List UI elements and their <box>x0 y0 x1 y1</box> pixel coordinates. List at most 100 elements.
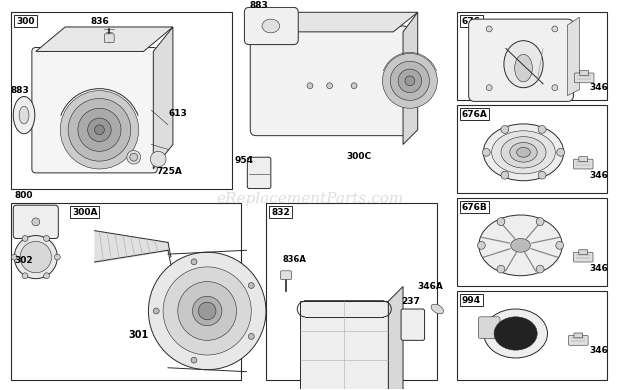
FancyBboxPatch shape <box>569 335 588 345</box>
Circle shape <box>32 218 40 226</box>
Ellipse shape <box>13 96 35 134</box>
FancyBboxPatch shape <box>580 71 588 75</box>
Bar <box>457 199 607 287</box>
Circle shape <box>78 108 121 151</box>
Circle shape <box>20 241 51 273</box>
FancyBboxPatch shape <box>32 48 157 173</box>
Bar <box>460 201 489 213</box>
Bar <box>460 15 483 27</box>
Ellipse shape <box>504 41 543 88</box>
Ellipse shape <box>492 131 556 174</box>
Bar <box>457 12 607 100</box>
FancyBboxPatch shape <box>574 252 593 262</box>
Circle shape <box>95 125 104 135</box>
Text: 346: 346 <box>589 264 608 273</box>
Circle shape <box>477 241 485 249</box>
Circle shape <box>486 85 492 90</box>
Circle shape <box>130 153 138 161</box>
Text: 800: 800 <box>14 191 33 200</box>
Circle shape <box>501 126 509 133</box>
FancyBboxPatch shape <box>579 250 588 255</box>
Circle shape <box>552 85 558 90</box>
Ellipse shape <box>484 309 547 358</box>
Text: 725A: 725A <box>156 167 182 176</box>
FancyBboxPatch shape <box>574 73 594 83</box>
Circle shape <box>482 149 490 156</box>
Text: 676: 676 <box>462 17 480 26</box>
Bar <box>14 15 37 27</box>
Circle shape <box>307 83 313 89</box>
Bar <box>266 203 437 379</box>
Text: 301: 301 <box>128 330 149 340</box>
Circle shape <box>11 254 17 260</box>
Circle shape <box>191 259 197 265</box>
Text: 836: 836 <box>90 17 109 26</box>
Ellipse shape <box>198 302 216 320</box>
Circle shape <box>55 254 60 260</box>
Ellipse shape <box>431 304 443 314</box>
Circle shape <box>191 357 197 363</box>
Text: 300C: 300C <box>347 152 371 161</box>
Circle shape <box>43 273 50 279</box>
Text: 883: 883 <box>249 1 268 10</box>
Circle shape <box>536 218 544 225</box>
Ellipse shape <box>479 215 562 276</box>
Circle shape <box>327 83 332 89</box>
Bar <box>460 294 483 306</box>
Polygon shape <box>388 287 403 390</box>
FancyBboxPatch shape <box>469 19 574 101</box>
Circle shape <box>14 236 57 278</box>
Text: 300A: 300A <box>72 207 97 216</box>
Text: 676B: 676B <box>462 203 487 212</box>
FancyBboxPatch shape <box>250 26 409 136</box>
FancyBboxPatch shape <box>579 157 588 161</box>
Bar <box>11 12 232 188</box>
Circle shape <box>351 83 357 89</box>
Circle shape <box>536 265 544 273</box>
FancyBboxPatch shape <box>247 157 271 188</box>
Text: 346: 346 <box>589 171 608 180</box>
Bar <box>460 108 489 120</box>
Polygon shape <box>256 12 418 32</box>
Circle shape <box>538 126 546 133</box>
Text: 346A: 346A <box>418 282 443 291</box>
Ellipse shape <box>494 317 537 350</box>
Polygon shape <box>403 12 418 144</box>
Circle shape <box>60 90 139 169</box>
Circle shape <box>22 236 28 241</box>
Ellipse shape <box>192 296 222 326</box>
FancyBboxPatch shape <box>104 34 114 43</box>
FancyBboxPatch shape <box>479 317 500 339</box>
Circle shape <box>151 151 166 167</box>
Bar <box>300 301 388 390</box>
FancyBboxPatch shape <box>574 159 593 169</box>
Ellipse shape <box>19 106 29 124</box>
Circle shape <box>153 308 159 314</box>
Text: 994: 994 <box>462 296 481 305</box>
Text: 302: 302 <box>14 255 33 264</box>
Ellipse shape <box>148 252 266 370</box>
Text: 836A: 836A <box>283 255 306 264</box>
Circle shape <box>383 53 437 108</box>
Ellipse shape <box>516 147 530 157</box>
Text: 237: 237 <box>401 297 420 306</box>
Circle shape <box>249 333 254 339</box>
Circle shape <box>391 61 430 100</box>
Circle shape <box>501 171 509 179</box>
Ellipse shape <box>515 54 533 82</box>
Circle shape <box>497 218 505 225</box>
Bar <box>457 291 607 379</box>
Polygon shape <box>153 27 173 169</box>
Ellipse shape <box>511 239 530 252</box>
Text: 300: 300 <box>17 17 35 26</box>
Circle shape <box>405 76 415 86</box>
Text: 676A: 676A <box>461 110 487 119</box>
FancyBboxPatch shape <box>281 271 291 280</box>
Text: 346: 346 <box>589 83 608 92</box>
Circle shape <box>249 283 254 289</box>
Text: eReplacementParts.com: eReplacementParts.com <box>216 192 404 206</box>
Bar <box>70 206 99 218</box>
Circle shape <box>43 236 50 241</box>
Circle shape <box>486 26 492 32</box>
Circle shape <box>538 171 546 179</box>
